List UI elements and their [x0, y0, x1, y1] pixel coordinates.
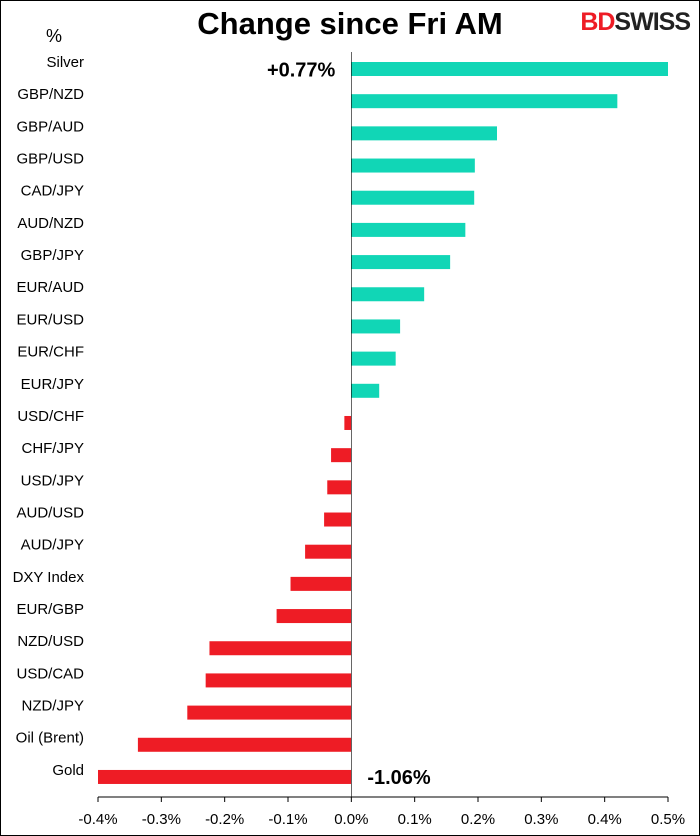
y-tick-label: EUR/GBP: [16, 601, 84, 618]
y-tick-label: EUR/CHF: [17, 344, 84, 361]
x-tick-label: 0.5%: [651, 811, 685, 828]
bar: [351, 222, 466, 237]
y-tick-label: AUD/NZD: [17, 215, 84, 232]
bar: [290, 576, 352, 591]
x-tick-label: 0.4%: [588, 811, 622, 828]
chart-title: Change since Fri AM: [197, 6, 502, 41]
y-tick-label: CAD/JPY: [21, 183, 84, 200]
x-tick-label: 0.0%: [334, 811, 368, 828]
value-label: +0.77%: [267, 59, 336, 81]
y-tick-label: USD/JPY: [21, 472, 84, 489]
bar: [351, 94, 618, 109]
y-tick-label: USD/CHF: [17, 408, 84, 425]
y-tick-label: Oil (Brent): [16, 730, 84, 747]
x-tick-label: -0.2%: [205, 811, 244, 828]
y-tick-label: AUD/USD: [16, 504, 84, 521]
y-tick-label: USD/CAD: [16, 665, 84, 682]
bar: [351, 126, 497, 141]
y-tick-label: AUD/JPY: [21, 537, 84, 554]
bar: [137, 737, 352, 752]
bar: [305, 544, 352, 559]
y-tick-label: EUR/AUD: [16, 279, 84, 296]
bar: [187, 705, 352, 720]
y-tick-label: EUR/USD: [16, 311, 84, 328]
bar: [205, 673, 352, 688]
bar: [327, 480, 352, 495]
x-tick-label: -0.1%: [268, 811, 307, 828]
logo-part: BD: [580, 8, 614, 36]
bar: [351, 255, 451, 270]
y-tick-label: Silver: [46, 54, 84, 71]
x-tick-label: -0.4%: [78, 811, 117, 828]
bar: [98, 769, 352, 784]
y-tick-label: NZD/USD: [17, 633, 84, 650]
bar: [351, 158, 475, 173]
y-tick-label: NZD/JPY: [21, 698, 84, 715]
y-tick-label: GBP/AUD: [16, 118, 84, 135]
bar: [324, 512, 352, 527]
x-tick-label: 0.1%: [398, 811, 432, 828]
y-tick-label: DXY Index: [13, 569, 85, 586]
bar: [276, 609, 352, 624]
y-tick-label: Gold: [52, 762, 84, 779]
bar: [351, 190, 475, 205]
bar: [351, 62, 668, 76]
y-axis-label: %: [46, 26, 62, 46]
x-tick-label: -0.3%: [142, 811, 181, 828]
y-tick-label: GBP/USD: [16, 151, 84, 168]
bars: [98, 62, 668, 784]
bar: [351, 319, 401, 334]
x-tick-label: 0.2%: [461, 811, 495, 828]
value-label: -1.06%: [367, 767, 431, 789]
bar: [209, 641, 352, 656]
x-tick-label: 0.3%: [524, 811, 558, 828]
logo-part: SWISS: [614, 8, 690, 36]
bar: [351, 383, 380, 398]
logo: BDSWISS: [580, 8, 690, 36]
bar: [351, 287, 425, 302]
y-tick-label: CHF/JPY: [21, 440, 84, 457]
bar: [351, 351, 396, 366]
y-tick-label: GBP/NZD: [17, 86, 84, 103]
y-tick-label: EUR/JPY: [21, 376, 84, 393]
bar: [344, 415, 352, 430]
bar: [331, 448, 352, 463]
y-tick-label: GBP/JPY: [21, 247, 84, 264]
